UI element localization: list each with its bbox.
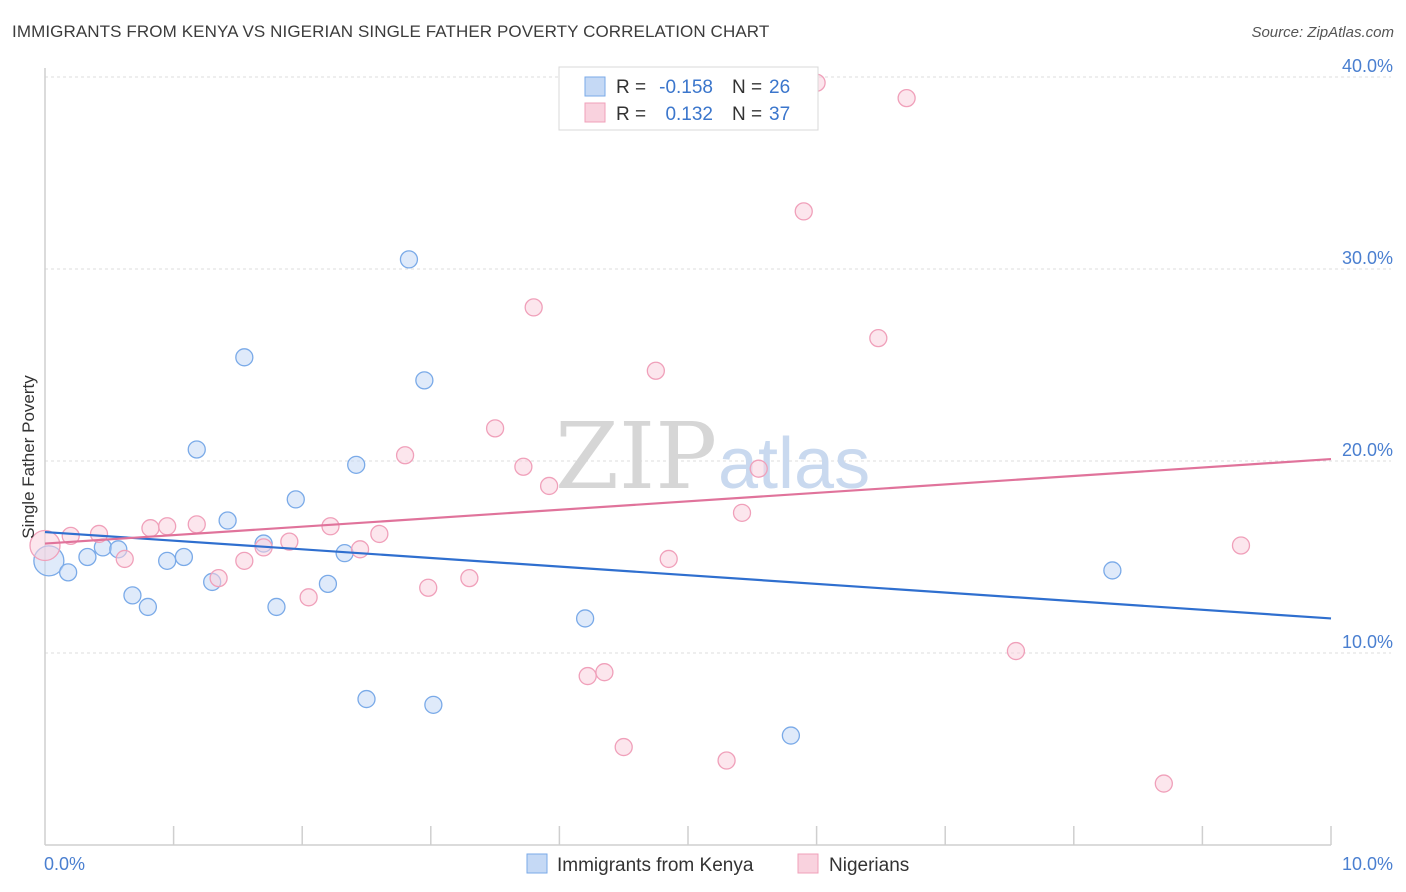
kenya-point (399, 250, 419, 269)
legend-r-label-nigerians: R = (616, 104, 646, 125)
kenya-point (781, 726, 801, 745)
legend-r-value-nigerians: 0.132 (665, 104, 713, 125)
kenya-point (138, 597, 158, 617)
legend-swatch-kenya (584, 76, 606, 97)
nigerians-point (897, 88, 916, 108)
nigerians-point (732, 503, 752, 522)
legend-swatch-nigerians (584, 102, 606, 123)
nigerians-point (158, 517, 177, 536)
nigerians-point (61, 526, 80, 546)
kenya-point (58, 563, 78, 582)
nigerians-point (235, 551, 254, 570)
stats-legend: R = -0.158 N = 26 R = 0.132 N = 37 (558, 66, 819, 131)
nigerians-point (115, 549, 134, 569)
nigerians-trend-line (44, 457, 1332, 545)
legend-n-label-kenya: N = (732, 77, 762, 98)
x-tick-labels: 0.0% 10.0% (44, 854, 1393, 874)
kenya-point (78, 547, 97, 567)
series-legend-label-nigerians: Nigerians (829, 855, 909, 876)
nigerians-point (1154, 774, 1173, 793)
series-legend-label-kenya: Immigrants from Kenya (557, 855, 754, 876)
nigerians-point (646, 361, 665, 380)
nigerians-point (1006, 641, 1026, 661)
y-tick-label: 20.0% (1342, 440, 1393, 460)
nigerians-point (595, 663, 614, 682)
nigerians-point (280, 532, 299, 551)
watermark: ZIP atlas (555, 403, 870, 510)
nigerians-point (187, 515, 206, 534)
nigerians-point (514, 457, 533, 476)
kenya-point (218, 511, 237, 530)
nigerians-point (749, 459, 768, 478)
kenya-point (575, 609, 595, 628)
series-legend-swatch-kenya (526, 853, 548, 874)
y-tick-label: 10.0% (1342, 632, 1393, 652)
nigerians-point (395, 446, 415, 465)
kenya-point (415, 371, 434, 390)
kenya-point (424, 695, 443, 714)
kenya-point (318, 574, 338, 594)
nigerians-point (29, 529, 61, 562)
chart-title: IMMIGRANTS FROM KENYA VS NIGERIAN SINGLE… (12, 22, 770, 41)
nigerians-point (141, 519, 160, 538)
nigerians-point (419, 578, 438, 597)
nigerians-point (370, 524, 389, 544)
legend-n-value-nigerians: 37 (769, 104, 790, 125)
series-legend-swatch-nigerians (797, 853, 819, 874)
x-tick-label: 10.0% (1342, 854, 1393, 874)
nigerians-point (614, 737, 633, 757)
x-tick-label: 0.0% (44, 854, 85, 874)
kenya-point (187, 440, 206, 459)
nigerians-point (209, 568, 228, 588)
y-tick-labels: 10.0% 20.0% 30.0% 40.0% (1342, 56, 1393, 652)
kenya-trend-line (44, 530, 1332, 620)
x-ticks (172, 826, 1332, 845)
trend-lines (44, 457, 1332, 620)
legend-n-value-kenya: 26 (769, 77, 790, 98)
nigerians-point (350, 540, 370, 559)
nigerians-point (460, 568, 479, 588)
nigerians-point (89, 524, 109, 544)
legend-n-label-nigerians: N = (732, 104, 762, 125)
kenya-point (286, 490, 305, 509)
series-legend: Immigrants from Kenya Nigerians (526, 853, 909, 876)
kenya-point (1103, 561, 1122, 580)
kenya-point (123, 586, 142, 605)
nigerians-point (485, 419, 505, 438)
watermark-atlas: atlas (718, 424, 870, 504)
nigerians-point (869, 328, 888, 348)
y-tick-label: 40.0% (1342, 56, 1393, 76)
y-axis-label: Single Father Poverty (19, 375, 38, 539)
nigerians-point (794, 202, 813, 221)
kenya-point (357, 689, 376, 709)
nigerians-point (578, 666, 597, 686)
chart-source: Source: ZipAtlas.com (1251, 24, 1394, 41)
kenya-point (158, 551, 177, 570)
kenya-point (347, 455, 366, 474)
legend-r-label-kenya: R = (616, 77, 646, 98)
watermark-zip: ZIP (555, 403, 717, 510)
nigerians-point (659, 549, 678, 569)
nigerians-point (524, 298, 543, 317)
kenya-point (174, 547, 194, 567)
nigerians-point (299, 588, 318, 607)
nigerians-point (539, 476, 559, 496)
kenya-point (235, 348, 254, 367)
nigerians-point (1231, 536, 1251, 555)
kenya-point (267, 597, 286, 617)
y-tick-label: 30.0% (1342, 248, 1393, 268)
legend-r-value-kenya: -0.158 (659, 77, 713, 98)
nigerians-point (717, 751, 736, 770)
